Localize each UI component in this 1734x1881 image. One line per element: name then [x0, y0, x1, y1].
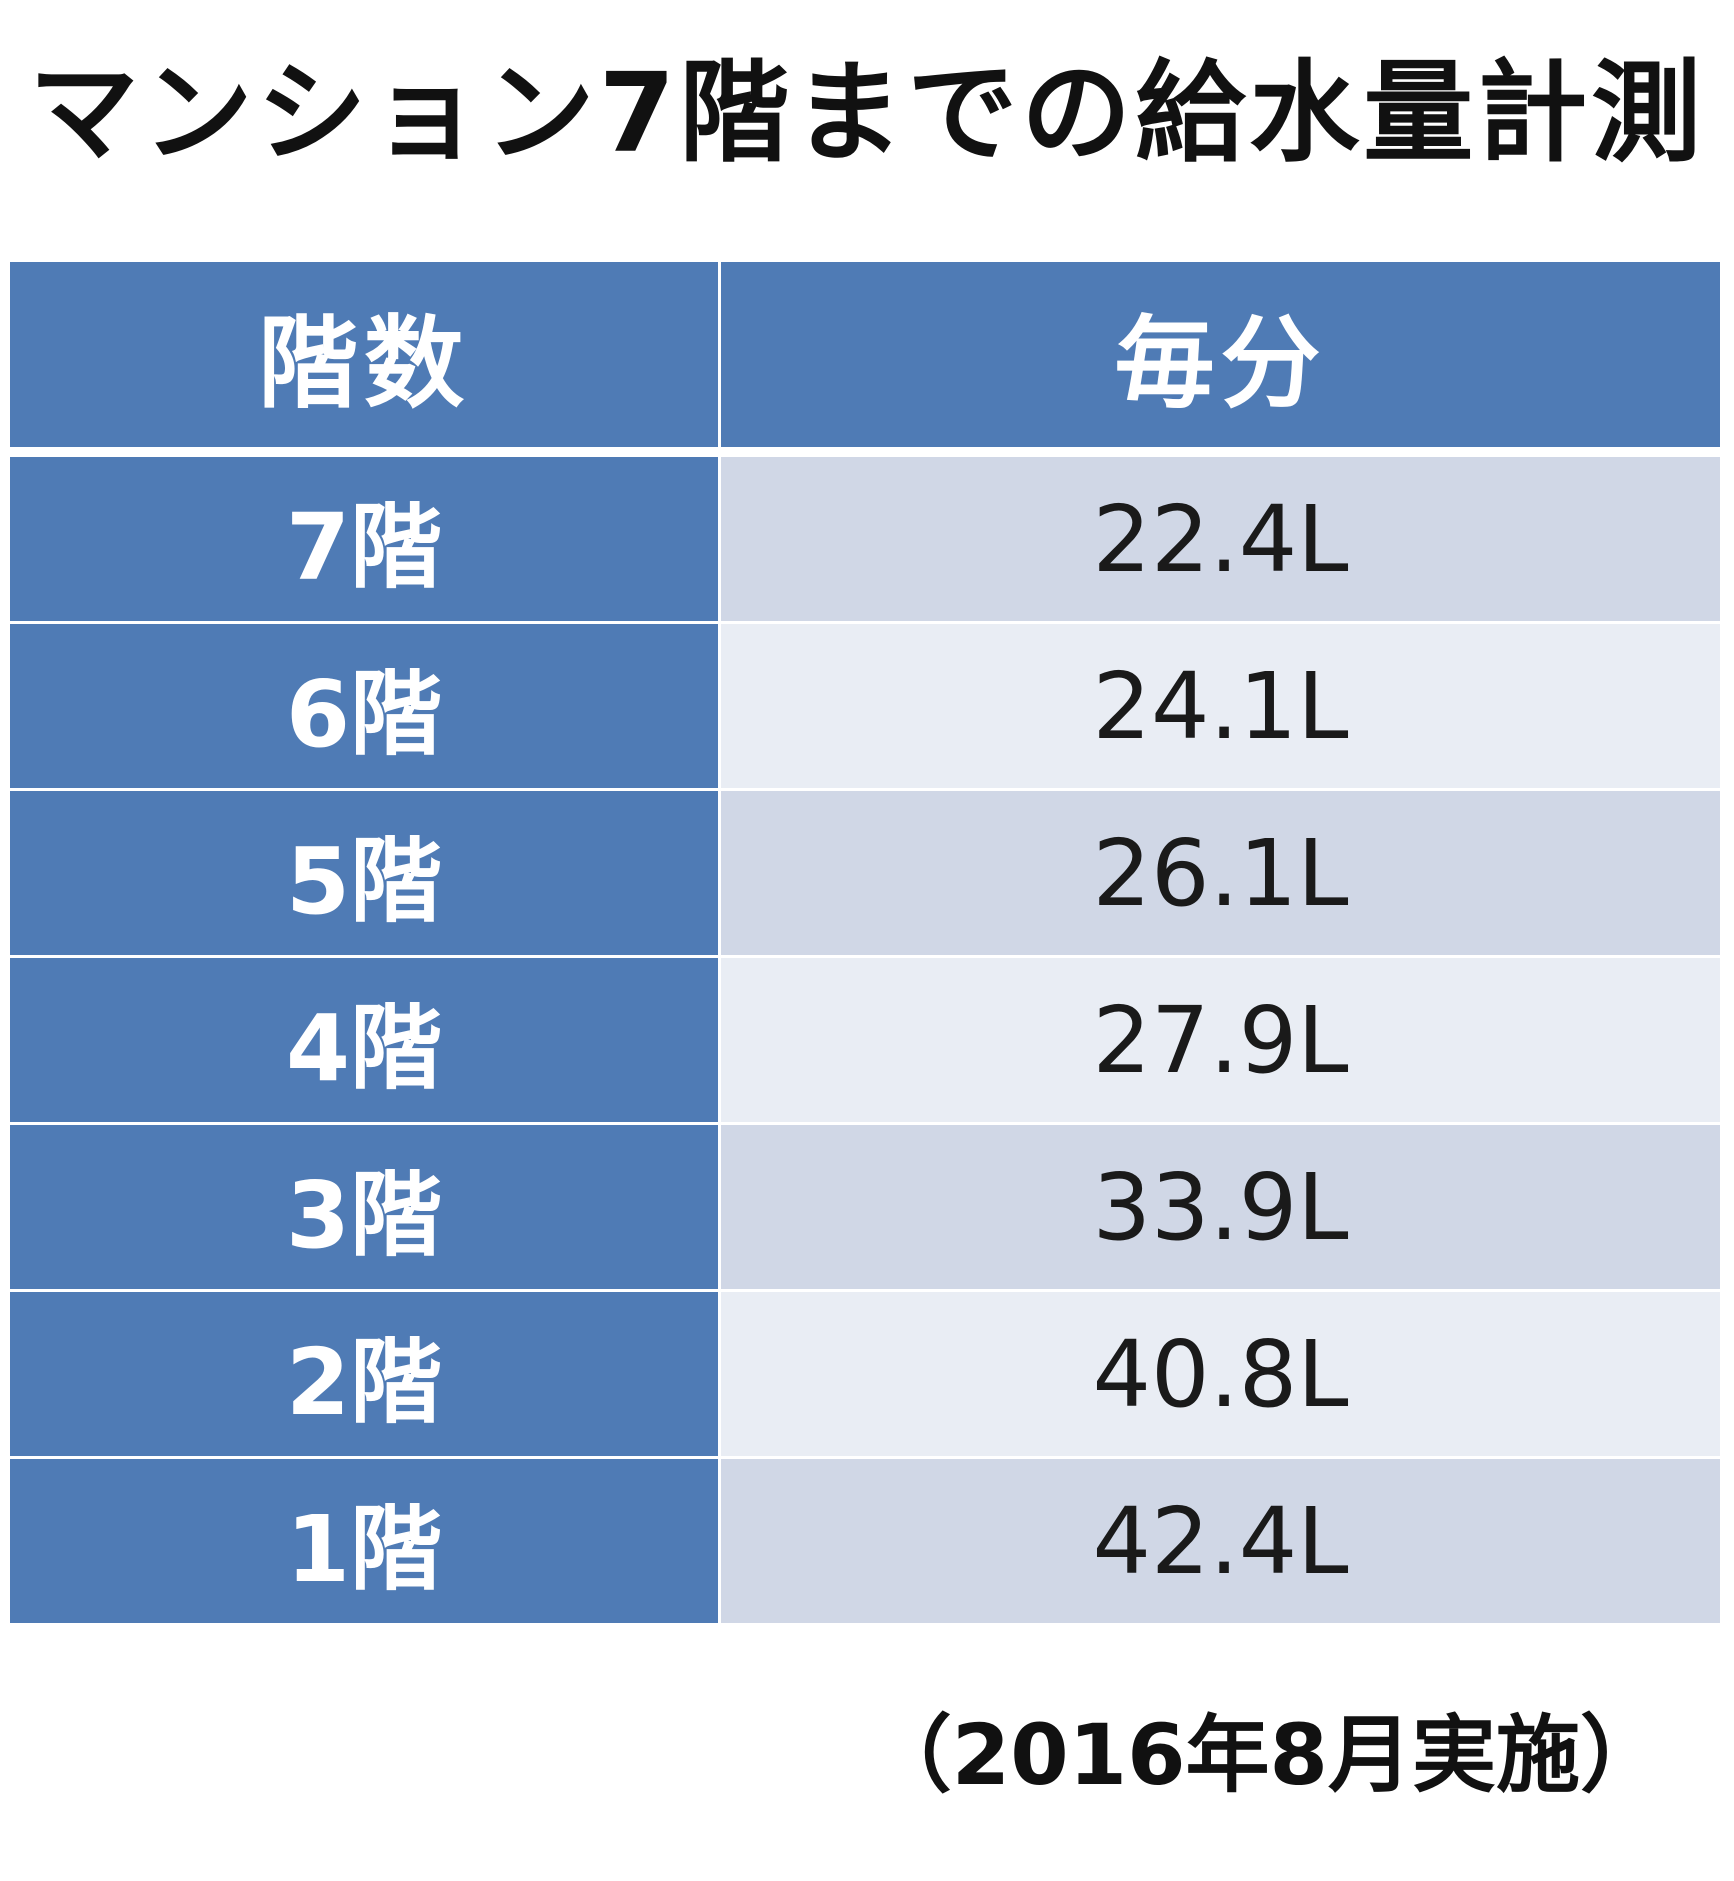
- table-row: 7階 22.4L: [10, 457, 1720, 624]
- date-note: （2016年8月実施）: [867, 1706, 1664, 1804]
- floor-cell: 7階: [10, 457, 721, 621]
- table-row: 1階 42.4L: [10, 1459, 1720, 1623]
- rate-cell: 42.4L: [721, 1459, 1720, 1623]
- table-row: 3階 33.9L: [10, 1125, 1720, 1292]
- header-per-minute: 毎分: [721, 262, 1720, 447]
- floor-cell: 4階: [10, 958, 721, 1122]
- floor-cell: 1階: [10, 1459, 721, 1623]
- rate-cell: 27.9L: [721, 958, 1720, 1122]
- rate-cell: 26.1L: [721, 791, 1720, 955]
- page-title: マンション7階までの給水量計測: [28, 49, 1706, 177]
- table-row: 2階 40.8L: [10, 1292, 1720, 1459]
- rate-cell: 24.1L: [721, 624, 1720, 788]
- water-supply-table: 階数 毎分 7階 22.4L 6階 24.1L 5階 26.1L 4階 27.9…: [10, 262, 1720, 1623]
- rate-cell: 33.9L: [721, 1125, 1720, 1289]
- table-row: 4階 27.9L: [10, 958, 1720, 1125]
- rate-cell: 40.8L: [721, 1292, 1720, 1456]
- table-header-row: 階数 毎分: [10, 262, 1720, 457]
- table-row: 5階 26.1L: [10, 791, 1720, 958]
- table-row: 6階 24.1L: [10, 624, 1720, 791]
- floor-cell: 3階: [10, 1125, 721, 1289]
- floor-cell: 6階: [10, 624, 721, 788]
- rate-cell: 22.4L: [721, 457, 1720, 621]
- floor-cell: 5階: [10, 791, 721, 955]
- header-floor: 階数: [10, 262, 721, 447]
- floor-cell: 2階: [10, 1292, 721, 1456]
